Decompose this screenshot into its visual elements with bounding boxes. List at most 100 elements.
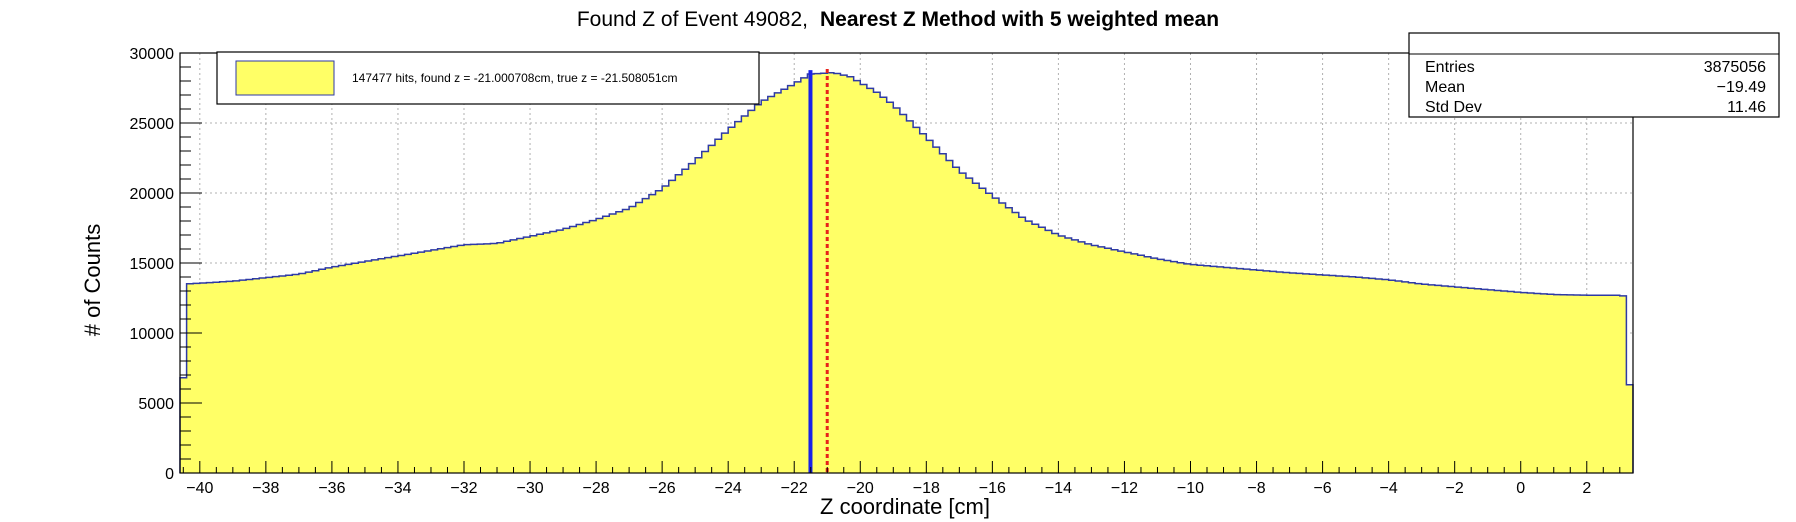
histogram-bar <box>866 88 874 473</box>
histogram-bar <box>1619 295 1627 473</box>
histogram-bar <box>1329 275 1337 473</box>
histogram-bar <box>1170 261 1178 473</box>
histogram-bar <box>965 178 973 473</box>
histogram-bar <box>1586 295 1594 473</box>
histogram-bar <box>926 140 934 474</box>
histogram-bar <box>932 147 940 473</box>
y-tick-label: 15000 <box>130 256 175 273</box>
histogram-bar <box>1593 295 1601 473</box>
histogram-bar <box>827 72 835 474</box>
x-tick-label: −32 <box>450 480 477 497</box>
histogram-bar <box>1058 235 1066 473</box>
histogram-bar <box>662 186 670 473</box>
histogram-bar <box>292 274 300 473</box>
histogram-bar <box>305 272 313 473</box>
histogram-bar <box>549 231 557 473</box>
stats-value: −19.49 <box>1717 79 1766 96</box>
x-tick-label: −20 <box>847 480 874 497</box>
histogram-bar <box>906 120 914 474</box>
histogram-bar <box>820 73 828 473</box>
histogram-bar <box>767 96 775 473</box>
histogram-bar <box>695 157 703 473</box>
histogram-bar <box>1527 293 1535 473</box>
histogram-bar <box>503 241 511 473</box>
histogram-bar <box>1573 294 1581 473</box>
histogram-bar <box>1547 294 1555 473</box>
histogram-bar <box>1580 295 1588 473</box>
histogram-bar <box>1533 293 1541 473</box>
histogram-bar <box>226 281 234 473</box>
stats-label: Std Dev <box>1425 99 1482 116</box>
histogram-bar <box>1461 287 1469 473</box>
histogram-bar <box>219 281 227 473</box>
histogram-bar <box>609 214 617 473</box>
histogram-bar <box>279 275 287 473</box>
histogram-bar <box>1540 293 1548 473</box>
chart-title-event: Found Z of Event 49082, <box>577 8 808 31</box>
x-tick-label: −38 <box>252 480 279 497</box>
histogram-bar <box>582 222 590 473</box>
histogram-bar <box>1408 282 1416 473</box>
x-tick-label: −14 <box>1045 480 1072 497</box>
x-axis: −40 −38 −36 −34 −32 −30 −28 −26 −24 −22 −20 −18 −16−… <box>182 461 1621 497</box>
histogram-bar <box>847 76 855 474</box>
y-tick-label: 25000 <box>130 116 175 133</box>
histogram-bar <box>648 194 656 473</box>
histogram-bar <box>457 245 465 473</box>
histogram-bar <box>417 252 425 473</box>
histogram-bar <box>1263 270 1271 473</box>
histogram-bar <box>1025 221 1033 473</box>
y-tick-label: 0 <box>165 466 174 483</box>
histogram-bar <box>668 180 676 473</box>
histogram-bar <box>463 244 471 473</box>
z-marker-lines <box>808 69 829 473</box>
histogram-bar <box>193 283 201 473</box>
histogram-bar <box>516 238 524 473</box>
histogram-bar <box>1190 264 1198 473</box>
histogram-bar <box>602 216 610 474</box>
histogram-bar <box>265 277 273 473</box>
histogram-bar <box>1362 277 1370 473</box>
histogram-bar <box>814 73 822 473</box>
histogram-bar <box>952 167 960 474</box>
histogram-bar <box>1144 256 1152 473</box>
histogram-bar <box>1223 267 1231 473</box>
histogram-bar <box>1131 253 1139 473</box>
histogram-bar <box>312 270 320 473</box>
legend-box: 147477 hits, found z = -21.000708cm, tru… <box>216 51 760 105</box>
histogram-bar <box>1335 275 1343 473</box>
histogram-bar <box>1613 295 1621 473</box>
histogram-bar <box>1104 248 1112 473</box>
histogram-bar <box>1514 292 1522 473</box>
histogram-bar <box>675 174 683 474</box>
histogram-bar <box>728 127 736 473</box>
histogram-bar <box>1124 252 1132 473</box>
x-tick-label: −2 <box>1446 480 1464 497</box>
histogram-bar <box>873 92 881 473</box>
histogram-bar <box>1626 384 1634 473</box>
histogram-bar <box>404 254 412 473</box>
histogram-bar <box>1031 224 1039 473</box>
histogram-bar <box>1098 246 1106 473</box>
legend-label: 147477 hits, found z = -21.000708cm, tru… <box>352 71 678 85</box>
histogram-bar <box>1276 271 1284 473</box>
histogram-bar <box>1368 278 1376 473</box>
histogram-bar <box>1322 275 1330 473</box>
histogram-bar <box>1553 294 1561 473</box>
histogram-bar <box>1111 249 1119 473</box>
histogram-bar <box>1474 288 1482 473</box>
histogram-bars <box>180 72 1634 474</box>
x-tick-label: −16 <box>979 480 1006 497</box>
histogram-bar <box>840 75 848 474</box>
histogram-bar <box>794 81 802 473</box>
histogram-bar <box>1467 288 1475 473</box>
x-tick-label: −4 <box>1380 480 1398 497</box>
histogram-bar <box>411 253 419 473</box>
x-tick-label: −12 <box>1111 480 1138 497</box>
histogram-bar <box>1395 281 1403 473</box>
histogram-bar <box>919 133 927 473</box>
histogram-bar <box>761 100 769 474</box>
histogram-bar <box>1315 274 1323 473</box>
histogram-bar <box>1183 263 1191 473</box>
